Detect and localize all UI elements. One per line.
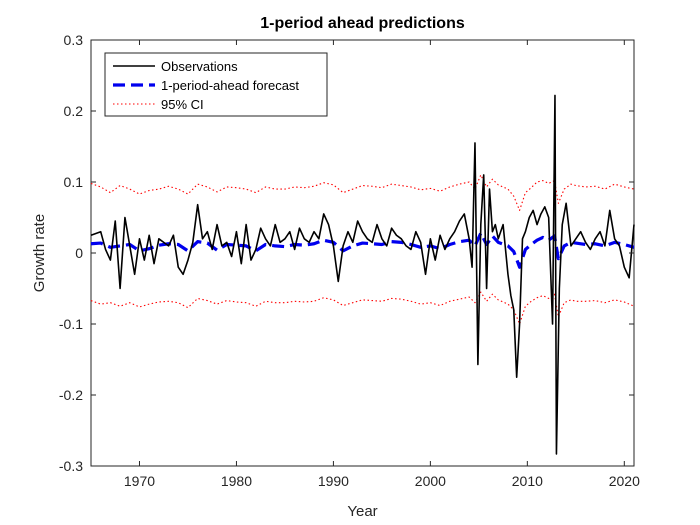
series-line-1-period-ahead-forecast [90, 231, 635, 269]
legend-label-forecast: 1-period-ahead forecast [161, 78, 299, 93]
x-tick-label: 1970 [124, 473, 155, 489]
y-tick-label: -0.2 [59, 387, 83, 403]
y-tick-label: 0.2 [64, 103, 84, 119]
x-tick-label: 2010 [512, 473, 543, 489]
y-tick-label: 0.3 [64, 32, 84, 48]
series-line-observations [90, 94, 635, 455]
x-tick-label: 1980 [221, 473, 252, 489]
legend: Observations 1-period-ahead forecast 95%… [104, 52, 328, 117]
chart-title: 1-period ahead predictions [260, 15, 465, 32]
y-tick-label: 0 [75, 245, 83, 261]
y-axis-label: Growth rate [31, 214, 48, 292]
x-tick-label: 2020 [609, 473, 640, 489]
legend-label-ci: 95% CI [161, 97, 204, 112]
series-layer [90, 94, 635, 455]
series-line-95-ci [90, 174, 635, 211]
y-tick-label: -0.1 [59, 316, 83, 332]
y-tick-label: 0.1 [64, 174, 84, 190]
x-tick-label: 2000 [415, 473, 446, 489]
x-tick-label: 1990 [318, 473, 349, 489]
legend-label-observations: Observations [161, 59, 238, 74]
x-axis-label: Year [347, 503, 377, 520]
ticks-layer: 1970 1980 1990 2000 2010 2020 -0.3 -0.2 -0.1 0 0.1… [59, 32, 640, 489]
y-tick-label: -0.3 [59, 458, 83, 474]
